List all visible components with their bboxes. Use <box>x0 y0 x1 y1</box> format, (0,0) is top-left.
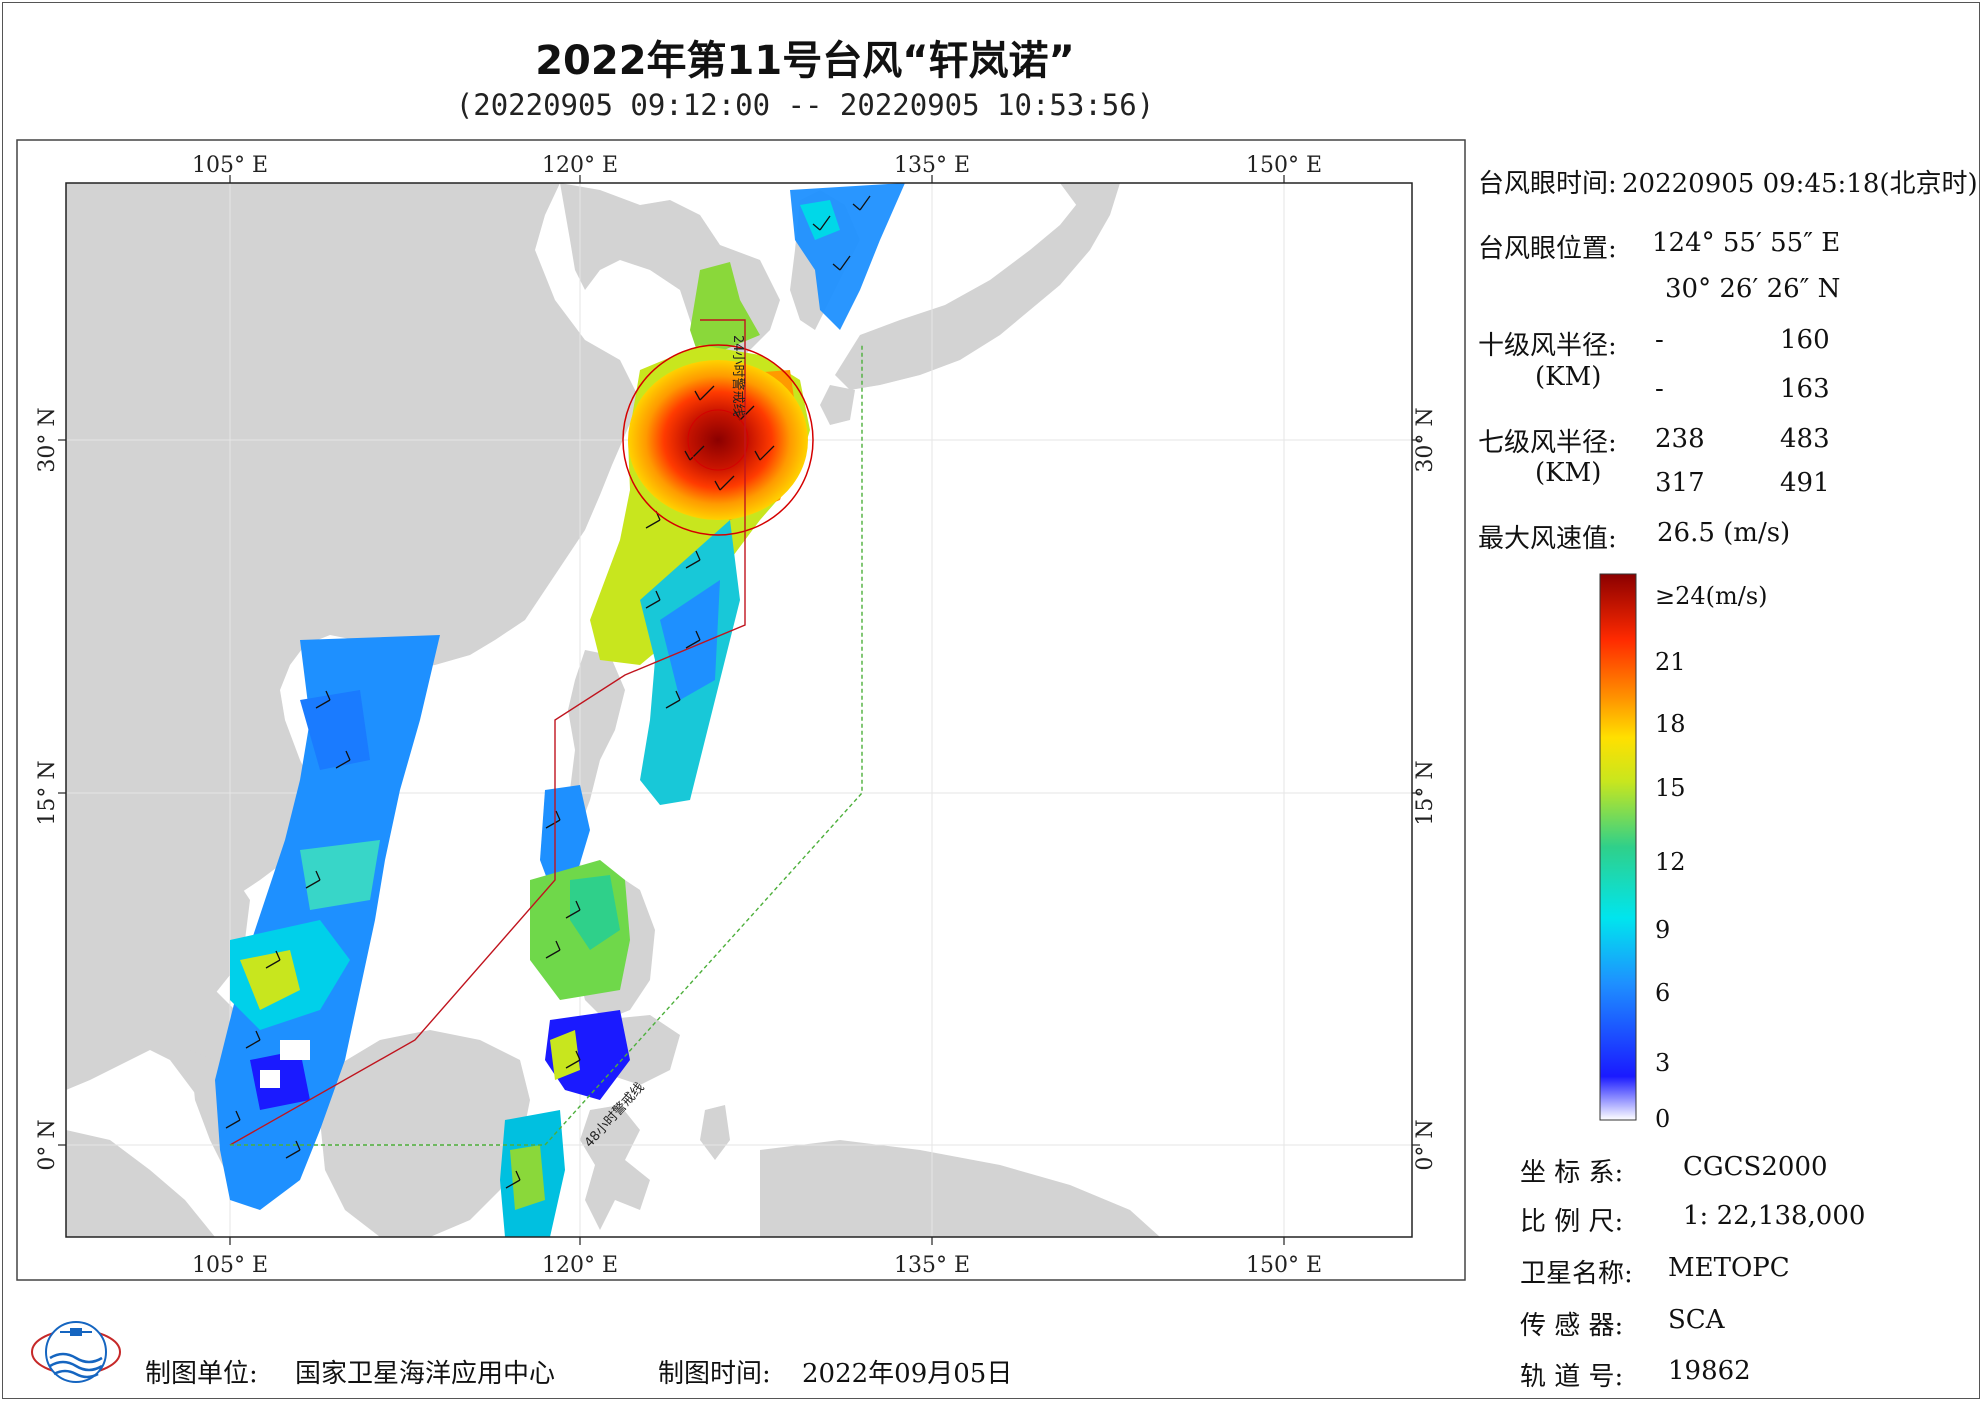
lon-bottom-105: 105° E <box>192 1253 268 1278</box>
scale-value: 1: 22,138,000 <box>1683 1201 1866 1231</box>
lon-top-135: 135° E <box>894 153 970 178</box>
map-title: 2022年第11号台风“轩岚诺” <box>535 38 1075 84</box>
colorbar-ticks: ≥24(m/s) 21 18 15 12 9 6 3 0 <box>1655 582 1768 1133</box>
scale-label: 比 例 尺: <box>1520 1207 1624 1237</box>
date-label: 制图时间: <box>658 1359 771 1389</box>
satellite-value: METOPC <box>1668 1253 1790 1283</box>
r10-se: 160 <box>1780 325 1830 355</box>
indochina-south <box>185 870 250 1000</box>
halmahera <box>700 1105 730 1160</box>
r7-unit: (KM) <box>1535 458 1602 488</box>
eye-time-value: 20220905 09:45:18(北京时) <box>1622 169 1978 199</box>
wind-swaths <box>215 183 905 1237</box>
lat-left-15: 15° N <box>35 760 60 825</box>
satellite-label: 卫星名称: <box>1520 1259 1633 1289</box>
crs-label: 坐 标 系: <box>1520 1158 1624 1188</box>
lon-bottom-135: 135° E <box>894 1253 970 1278</box>
colorbar <box>1599 573 1637 1121</box>
sensor-value: SCA <box>1668 1305 1725 1335</box>
r7-se: 483 <box>1780 424 1830 454</box>
eye-pos-label: 台风眼位置: <box>1478 234 1617 264</box>
lat-left-30: 30° N <box>35 407 60 472</box>
lon-top-105: 105° E <box>192 153 268 178</box>
lat-left-0: 0° N <box>35 1119 60 1170</box>
colorbar-tick-15: 15 <box>1655 774 1686 802</box>
r7-sw: 317 <box>1655 468 1705 498</box>
sensor-label: 传 感 器: <box>1520 1311 1624 1341</box>
warning-line-24h <box>229 319 746 1146</box>
colorbar-tick-0: 0 <box>1655 1105 1670 1133</box>
new-guinea <box>760 1140 1160 1237</box>
r10-sw: - <box>1655 374 1664 404</box>
colorbar-tick-18: 18 <box>1655 710 1686 738</box>
lon-bottom-120: 120° E <box>542 1253 618 1278</box>
eye-time-label: 台风眼时间: <box>1478 169 1617 199</box>
r7-ne: 238 <box>1655 424 1705 454</box>
colorbar-tick-12: 12 <box>1655 848 1686 876</box>
r10-label: 十级风半径: <box>1478 331 1617 361</box>
r10-unit: (KM) <box>1535 362 1602 392</box>
eye-lat: 30° 26′ 26″ N <box>1665 274 1841 304</box>
hokkaido <box>1060 183 1110 210</box>
nsoas-logo <box>31 1321 121 1383</box>
crs-value: CGCS2000 <box>1683 1152 1828 1182</box>
lat-right-0: 0° N <box>1413 1119 1438 1170</box>
kyushu <box>820 385 855 425</box>
typhoon-core <box>628 360 808 520</box>
swath-east-china-sea-upper <box>690 262 760 360</box>
tick-marks <box>58 175 1420 1245</box>
lon-top-120: 120° E <box>542 153 618 178</box>
orbit-value: 19862 <box>1668 1356 1751 1386</box>
warning-line-48h <box>230 345 863 1146</box>
sumatra <box>66 1130 215 1237</box>
r10-ne: - <box>1655 325 1664 355</box>
sulawesi <box>580 1105 650 1230</box>
producer-value: 国家卫星海洋应用中心 <box>295 1359 556 1389</box>
r10-nw: 163 <box>1780 374 1830 404</box>
lat-right-15: 15° N <box>1413 760 1438 825</box>
colorbar-tick-9: 9 <box>1655 916 1670 944</box>
eye-lon: 124° 55′ 55″ E <box>1652 228 1841 258</box>
japan-main <box>835 183 1120 390</box>
colorbar-tick-21: 21 <box>1655 648 1686 676</box>
r7-label: 七级风半径: <box>1478 428 1617 458</box>
map-inner-frame <box>65 182 1413 1238</box>
r7-nw: 491 <box>1780 468 1830 498</box>
colorbar-tick-24: ≥24(m/s) <box>1655 582 1768 610</box>
lon-bottom-150: 150° E <box>1246 1253 1322 1278</box>
lat-right-30: 30° N <box>1413 407 1438 472</box>
max-wind-value: 26.5 (m/s) <box>1657 518 1791 548</box>
borneo <box>320 1030 530 1237</box>
colorbar-tick-3: 3 <box>1655 1049 1670 1077</box>
wind-radius-circle <box>622 344 814 536</box>
max-wind-label: 最大风速值: <box>1478 524 1617 554</box>
colorbar-tick-6: 6 <box>1655 979 1670 1007</box>
wind-barbs <box>225 195 871 1189</box>
orbit-label: 轨 道 号: <box>1520 1362 1624 1392</box>
map-subtitle: (20220905 09:12:00 -- 20220905 10:53:56) <box>455 88 1155 122</box>
producer-label: 制图单位: <box>145 1359 258 1389</box>
date-value: 2022年09月05日 <box>802 1359 1013 1389</box>
axis-labels: 105° E 120° E 135° E 150° E 105° E 120° … <box>35 153 1438 1278</box>
lon-top-150: 150° E <box>1246 153 1322 178</box>
warning-24h-label: 24小时警戒线 <box>730 335 746 417</box>
swath-mindanao <box>545 1010 630 1100</box>
